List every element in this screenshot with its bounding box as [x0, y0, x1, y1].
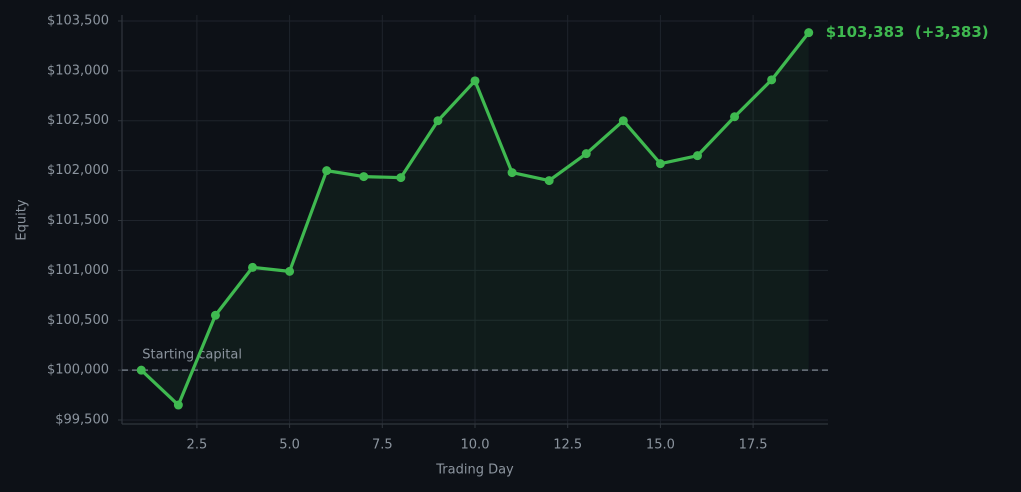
- y-tick-label: $100,000: [47, 363, 109, 378]
- y-tick-label: $103,000: [47, 63, 109, 78]
- x-tick-label: 17.5: [739, 438, 768, 453]
- y-axis-label: Equity: [15, 199, 30, 240]
- point: [433, 116, 443, 126]
- point: [767, 75, 777, 85]
- y-tick-label: $101,000: [47, 263, 109, 278]
- point: [730, 112, 740, 122]
- x-tick-label: 7.5: [372, 438, 393, 453]
- y-tick-label: $102,500: [47, 113, 109, 128]
- y-tick-label: $99,500: [55, 413, 109, 428]
- point: [173, 400, 183, 410]
- point: [804, 28, 814, 38]
- y-tick-label: $103,500: [47, 13, 109, 28]
- point: [210, 310, 220, 320]
- point: [248, 262, 258, 272]
- point: [692, 151, 702, 161]
- x-tick-label: 2.5: [187, 438, 208, 453]
- x-axis-label: Trading Day: [435, 463, 514, 478]
- end-label: $103,383 (+3,383): [826, 23, 989, 41]
- point: [322, 166, 332, 176]
- point: [136, 365, 146, 375]
- reference-label: Starting capital: [142, 348, 242, 363]
- point: [470, 76, 480, 86]
- x-tick-label: 10.0: [461, 438, 490, 453]
- y-tick-label: $102,000: [47, 163, 109, 178]
- point: [396, 173, 406, 183]
- area: [141, 32, 809, 406]
- y-tick-label: $100,500: [47, 313, 109, 328]
- x-tick-label: 5.0: [279, 438, 300, 453]
- point: [655, 159, 665, 169]
- y-tick-label: $101,500: [47, 213, 109, 228]
- point: [285, 266, 295, 276]
- point: [507, 168, 517, 178]
- point: [618, 116, 628, 126]
- x-tick-label: 12.5: [553, 438, 582, 453]
- point: [581, 149, 591, 159]
- point: [544, 176, 554, 186]
- x-tick-label: 15.0: [646, 438, 675, 453]
- point: [359, 172, 369, 182]
